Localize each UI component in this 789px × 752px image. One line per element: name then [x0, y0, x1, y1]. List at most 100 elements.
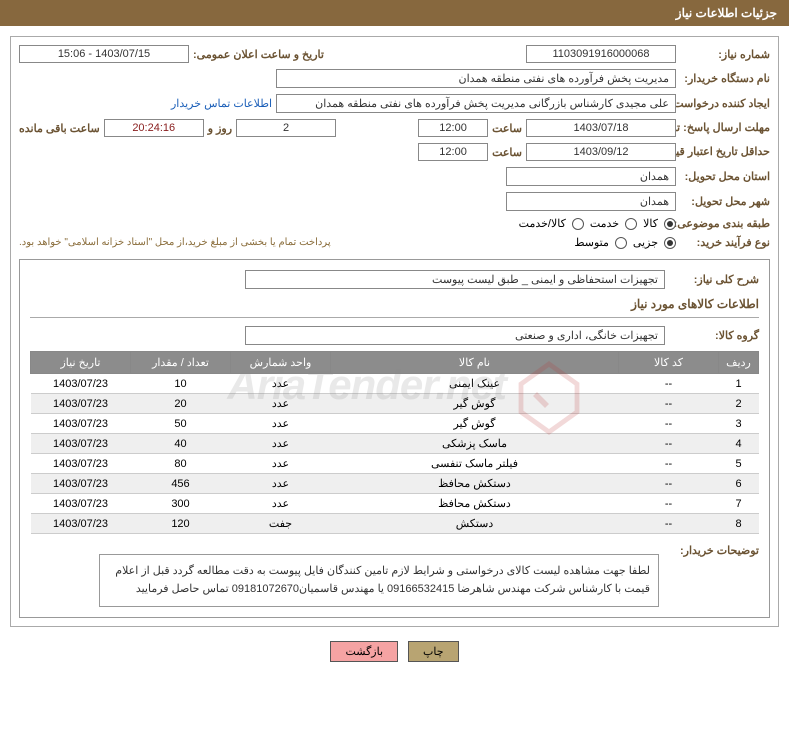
req-num-value: 1103091916000068: [526, 45, 676, 63]
buyer-org-label: نام دستگاه خریدار:: [680, 72, 770, 85]
table-row: 6--دستکش محافظعدد4561403/07/23: [31, 474, 759, 494]
table-cell: --: [619, 454, 719, 474]
province-value: همدان: [506, 167, 676, 186]
deadline-days: 2: [236, 119, 336, 137]
buyer-desc-value: لطفا جهت مشاهده لیست کالای درخواستی و شر…: [99, 554, 659, 607]
th-name: نام کالا: [331, 352, 619, 374]
table-cell: 1403/07/23: [31, 454, 131, 474]
announce-label: تاریخ و ساعت اعلان عمومی:: [193, 48, 324, 61]
category-radio-service[interactable]: [625, 218, 637, 230]
table-cell: 1403/07/23: [31, 374, 131, 394]
table-cell: عینک ایمنی: [331, 374, 619, 394]
table-cell: فیلتر ماسک تنفسی: [331, 454, 619, 474]
announce-value: 1403/07/15 - 15:06: [19, 45, 189, 63]
deadline-time: 12:00: [418, 119, 488, 137]
category-opt3: کالا/خدمت: [519, 217, 566, 230]
table-cell: 2: [719, 394, 759, 414]
table-cell: --: [619, 474, 719, 494]
deadline-date: 1403/07/18: [526, 119, 676, 137]
table-cell: عدد: [231, 414, 331, 434]
table-cell: 1: [719, 374, 759, 394]
table-row: 5--فیلتر ماسک تنفسیعدد801403/07/23: [31, 454, 759, 474]
table-cell: 1403/07/23: [31, 494, 131, 514]
overall-desc-label: شرح کلی نیاز:: [669, 273, 759, 286]
goods-section: شرح کلی نیاز: تجهیزات استحفاظی و ایمنی _…: [19, 259, 770, 618]
table-cell: --: [619, 434, 719, 454]
payment-note: پرداخت تمام یا بخشی از مبلغ خرید،از محل …: [19, 237, 331, 248]
overall-desc-value: تجهیزات استحفاظی و ایمنی _ طبق لیست پیوس…: [245, 270, 665, 289]
deadline-remain-label: ساعت باقی مانده: [19, 122, 100, 135]
city-label: شهر محل تحویل:: [680, 195, 770, 208]
table-cell: عدد: [231, 494, 331, 514]
table-cell: 50: [131, 414, 231, 434]
table-row: 1--عینک ایمنیعدد101403/07/23: [31, 374, 759, 394]
table-cell: 456: [131, 474, 231, 494]
proctype-opt1: جزیی: [633, 236, 658, 249]
table-cell: --: [619, 514, 719, 534]
table-cell: گوش گیر: [331, 394, 619, 414]
th-unit: واحد شمارش: [231, 352, 331, 374]
table-cell: 300: [131, 494, 231, 514]
buyer-desc-label: توضیحات خریدار:: [669, 544, 759, 557]
table-cell: عدد: [231, 374, 331, 394]
table-cell: عدد: [231, 454, 331, 474]
deadline-timer: 20:24:16: [104, 119, 204, 137]
goods-group-label: گروه کالا:: [669, 329, 759, 342]
table-cell: 6: [719, 474, 759, 494]
goods-info-title: اطلاعات کالاهای مورد نیاز: [30, 297, 759, 311]
table-cell: دستکش: [331, 514, 619, 534]
table-cell: دستکش محافظ: [331, 494, 619, 514]
category-radio-both[interactable]: [572, 218, 584, 230]
table-cell: 80: [131, 454, 231, 474]
goods-group-value: تجهیزات خانگی، اداری و صنعتی: [245, 326, 665, 345]
table-cell: دستکش محافظ: [331, 474, 619, 494]
table-cell: --: [619, 494, 719, 514]
table-cell: 1403/07/23: [31, 394, 131, 414]
table-cell: 40: [131, 434, 231, 454]
table-cell: عدد: [231, 434, 331, 454]
print-button[interactable]: چاپ: [408, 641, 459, 662]
category-label: طبقه بندی موضوعی:: [680, 217, 770, 230]
table-cell: ماسک پزشکی: [331, 434, 619, 454]
th-code: کد کالا: [619, 352, 719, 374]
table-cell: 7: [719, 494, 759, 514]
table-row: 8--دستکشجفت1201403/07/23: [31, 514, 759, 534]
category-opt1: کالا: [643, 217, 658, 230]
province-label: استان محل تحویل:: [680, 170, 770, 183]
req-num-label: شماره نیاز:: [680, 48, 770, 61]
buyer-contact-link[interactable]: اطلاعات تماس خریدار: [171, 97, 272, 110]
proctype-radio-medium[interactable]: [615, 237, 627, 249]
table-cell: 1403/07/23: [31, 414, 131, 434]
table-cell: --: [619, 394, 719, 414]
table-cell: --: [619, 374, 719, 394]
category-opt2: خدمت: [590, 217, 619, 230]
table-row: 7--دستکش محافظعدد3001403/07/23: [31, 494, 759, 514]
divider: [30, 317, 759, 318]
proctype-radio-minor[interactable]: [664, 237, 676, 249]
table-cell: 3: [719, 414, 759, 434]
table-row: 2--گوش گیرعدد201403/07/23: [31, 394, 759, 414]
table-cell: 120: [131, 514, 231, 534]
validity-time-label: ساعت: [492, 146, 522, 159]
details-panel: شماره نیاز: 1103091916000068 تاریخ و ساع…: [10, 36, 779, 627]
table-cell: جفت: [231, 514, 331, 534]
deadline-label: مهلت ارسال پاسخ: تا تاریخ:: [680, 121, 770, 135]
proctype-label: نوع فرآیند خرید:: [680, 236, 770, 249]
th-row: ردیف: [719, 352, 759, 374]
th-qty: تعداد / مقدار: [131, 352, 231, 374]
table-cell: 5: [719, 454, 759, 474]
table-row: 3--گوش گیرعدد501403/07/23: [31, 414, 759, 434]
category-radio-goods[interactable]: [664, 218, 676, 230]
back-button[interactable]: بازگشت: [330, 641, 398, 662]
proctype-opt2: متوسط: [574, 236, 609, 249]
requester-label: ایجاد کننده درخواست:: [680, 97, 770, 110]
validity-time: 12:00: [418, 143, 488, 161]
deadline-days-label: روز و: [208, 122, 232, 135]
table-row: 4--ماسک پزشکیعدد401403/07/23: [31, 434, 759, 454]
th-date: تاریخ نیاز: [31, 352, 131, 374]
deadline-time-label: ساعت: [492, 122, 522, 135]
table-cell: عدد: [231, 474, 331, 494]
table-cell: 1403/07/23: [31, 434, 131, 454]
table-cell: 20: [131, 394, 231, 414]
goods-table: ردیف کد کالا نام کالا واحد شمارش تعداد /…: [30, 351, 759, 534]
